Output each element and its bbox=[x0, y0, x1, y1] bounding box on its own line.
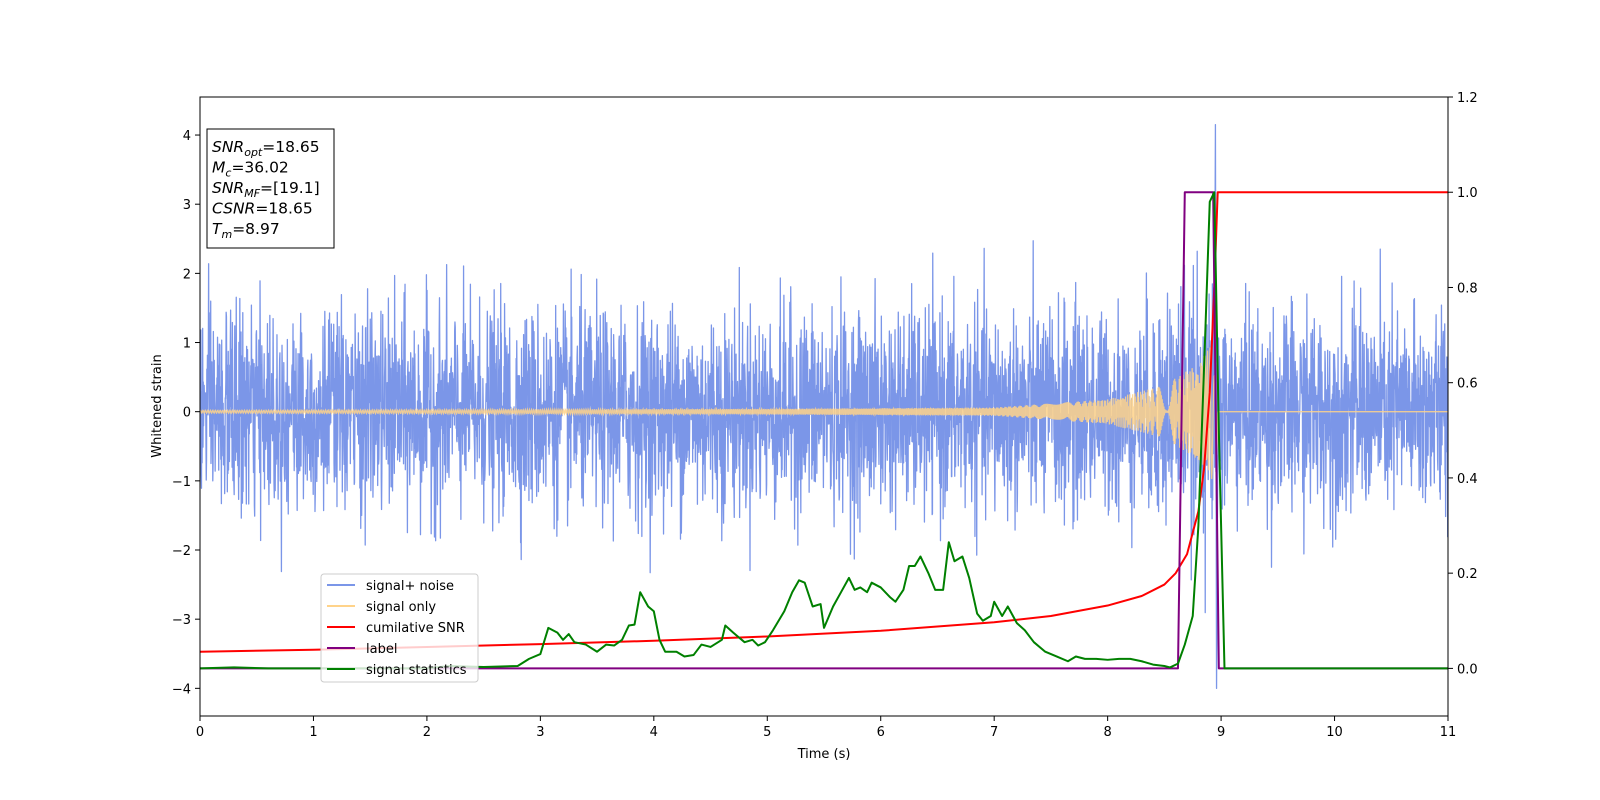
annotation-subscript: MF bbox=[244, 187, 260, 200]
legend-label: signal statistics bbox=[366, 663, 467, 678]
annotation-line: Mc=36.02 bbox=[212, 159, 289, 180]
right-y-axis-ticks: 1.2 1.0 0.8 0.6 0.4 0.2 0.0 bbox=[1448, 91, 1478, 677]
x-tick-label: 10 bbox=[1326, 725, 1343, 740]
x-tick-label: 5 bbox=[763, 725, 771, 740]
left-y-tick-label: 0 bbox=[183, 406, 191, 421]
x-tick-label: 1 bbox=[309, 725, 317, 740]
stats-annotation-box: SNRopt=18.65Mc=36.02SNRMF=[19.1]CSNR=18.… bbox=[206, 128, 335, 249]
y-axis-label: Whitened strain bbox=[150, 354, 165, 457]
x-axis-ticks: 0 1 2 3 4 5 6 7 8 9 10 11 bbox=[196, 716, 1456, 740]
annotation-symbol: T bbox=[212, 220, 223, 238]
annotation-value: =36.02 bbox=[231, 159, 288, 177]
legend-label: signal only bbox=[366, 600, 436, 615]
annotation-subscript: opt bbox=[244, 146, 263, 159]
annotation-frame bbox=[206, 128, 335, 249]
legend-label: label bbox=[366, 642, 397, 657]
x-tick-label: 6 bbox=[877, 725, 885, 740]
x-tick-label: 9 bbox=[1217, 725, 1225, 740]
annotation-subscript: m bbox=[221, 228, 232, 241]
left-y-tick-label: −2 bbox=[172, 544, 191, 559]
left-y-tick-label: −1 bbox=[172, 475, 191, 490]
annotation-symbol: M bbox=[212, 159, 225, 177]
x-tick-label: 2 bbox=[423, 725, 431, 740]
series-cumulative-snr-line bbox=[200, 191, 1448, 653]
left-y-tick-label: −4 bbox=[172, 682, 191, 697]
x-tick-label: 4 bbox=[650, 725, 658, 740]
annotation-value: =8.97 bbox=[232, 220, 280, 238]
series-signal-only-line bbox=[200, 347, 1448, 480]
left-y-tick-label: 2 bbox=[183, 267, 191, 282]
legend-label: cumilative SNR bbox=[366, 621, 465, 636]
right-y-tick-label: 1.0 bbox=[1457, 186, 1478, 201]
x-tick-label: 8 bbox=[1103, 725, 1111, 740]
annotation-symbol: SNR bbox=[212, 138, 244, 156]
x-tick-label: 0 bbox=[196, 725, 204, 740]
left-y-tick-label: 4 bbox=[183, 129, 191, 144]
annotation-value: =[19.1] bbox=[260, 179, 320, 197]
left-y-axis-ticks: 4 3 2 1 0 −1 −2 −3 −4 bbox=[172, 129, 200, 697]
annotation-subscript: c bbox=[225, 167, 231, 180]
right-y-tick-label: 0.2 bbox=[1457, 567, 1478, 582]
left-y-tick-label: 3 bbox=[183, 198, 191, 213]
series-signal-statistics-line bbox=[200, 191, 1448, 670]
annotation-value: =18.65 bbox=[255, 200, 312, 218]
annotation-symbol: CSNR bbox=[212, 200, 255, 218]
x-tick-label: 11 bbox=[1440, 725, 1457, 740]
right-y-tick-label: 0.4 bbox=[1457, 472, 1478, 487]
legend: signal+ noise signal only cumilative SNR la… bbox=[320, 573, 479, 683]
x-tick-label: 3 bbox=[536, 725, 544, 740]
right-y-tick-label: 1.2 bbox=[1457, 91, 1478, 106]
annotation-line: SNRopt=18.65 bbox=[212, 138, 320, 159]
series-layer bbox=[200, 124, 1448, 689]
left-y-tick-label: −3 bbox=[172, 613, 191, 628]
right-y-tick-label: 0.0 bbox=[1457, 662, 1478, 677]
right-y-tick-label: 0.6 bbox=[1457, 377, 1478, 392]
plot-frame bbox=[199, 96, 1449, 717]
left-y-tick-label: 1 bbox=[183, 337, 191, 352]
annotation-symbol: SNR bbox=[212, 179, 244, 197]
right-y-tick-label: 0.8 bbox=[1457, 281, 1478, 296]
annotation-line: CSNR=18.65 bbox=[212, 200, 313, 218]
x-tick-label: 7 bbox=[990, 725, 998, 740]
annotation-line: SNRMF=[19.1] bbox=[212, 179, 320, 200]
legend-frame bbox=[320, 573, 479, 683]
legend-label: signal+ noise bbox=[366, 579, 454, 594]
x-axis-label: Time (s) bbox=[797, 747, 851, 762]
annotation-value: =18.65 bbox=[262, 138, 319, 156]
annotation-line: Tm=8.97 bbox=[212, 220, 280, 241]
